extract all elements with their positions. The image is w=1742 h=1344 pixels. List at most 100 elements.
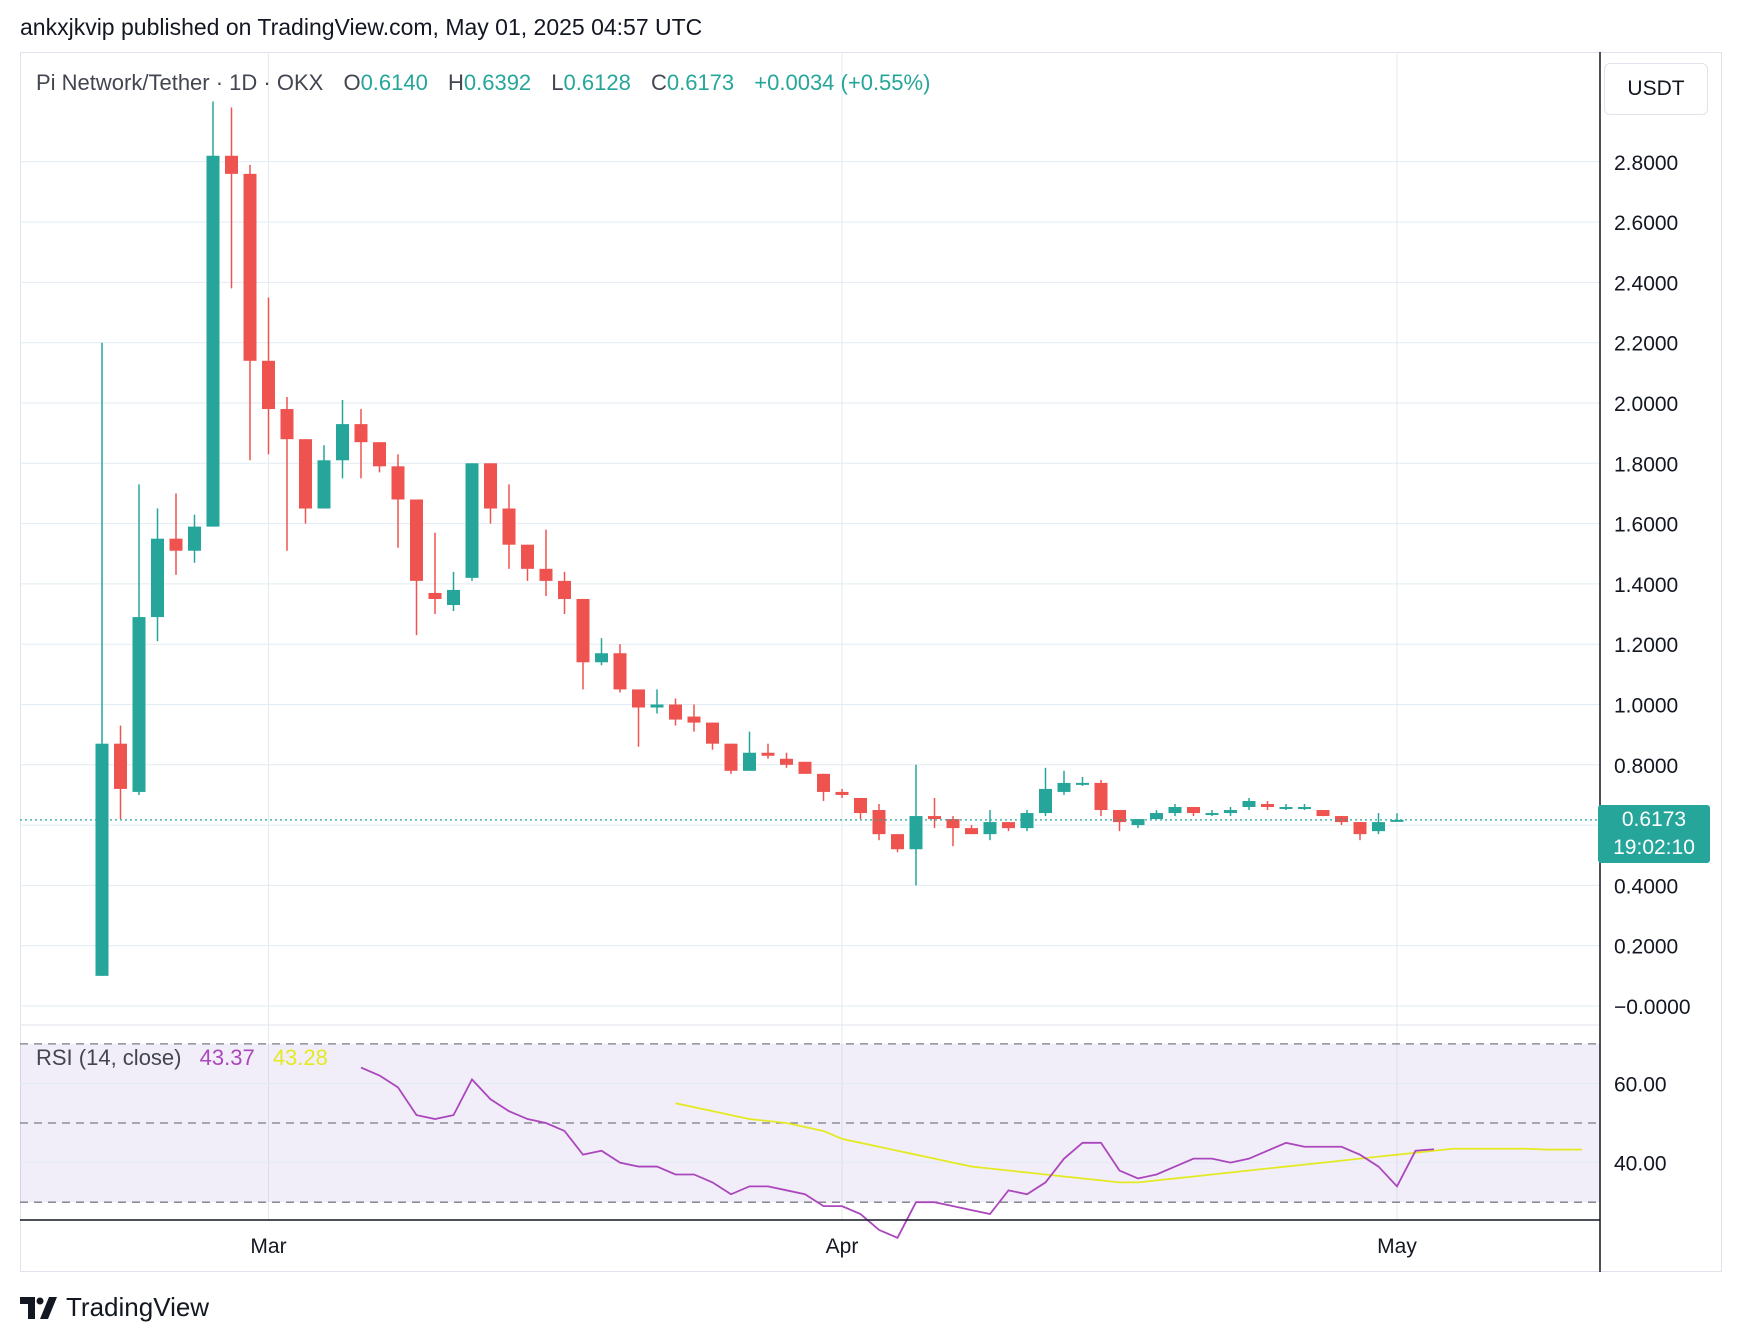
tradingview-logo-icon [20, 1296, 57, 1319]
candle-down [114, 743, 127, 789]
high-value: 0.6392 [463, 70, 532, 95]
last-price-badge: 0.6173 19:02:10 [1598, 805, 1710, 863]
candle-up [151, 538, 164, 618]
rsi-indicator-label[interactable]: RSI (14, close) [36, 1045, 182, 1070]
chart-frame [20, 52, 1722, 1272]
candle-up [1390, 819, 1404, 822]
tradingview-brand: TradingView [66, 1292, 210, 1322]
rsi-ma-line [675, 1102, 1583, 1184]
candle-down [780, 758, 793, 765]
rsi-legend: RSI (14, close) 43.37 43.28 [36, 1045, 328, 1071]
price-tick-label: 0.4000 [1614, 875, 1678, 898]
candle-up [188, 526, 201, 551]
candle-down [891, 834, 904, 850]
candle-down [854, 797, 867, 814]
candle-up [1242, 800, 1256, 808]
candle-up [95, 743, 109, 976]
candle-up [1076, 782, 1089, 785]
candle-up [1298, 807, 1311, 810]
open-value: 0.6140 [360, 70, 428, 95]
candle-up [447, 589, 460, 606]
candle-down [872, 810, 886, 835]
published-info: ankxjkvip published on TradingView.com, … [20, 14, 703, 40]
candle-up [1131, 819, 1145, 826]
time-axis-label: May [1377, 1235, 1417, 1258]
candle-down [1113, 810, 1126, 823]
candle-down [539, 568, 553, 581]
price-tick-label: −0.0000 [1614, 996, 1691, 1019]
candle-up [1279, 807, 1293, 810]
candle-up [132, 617, 146, 792]
candle-down [225, 155, 238, 174]
currency-button[interactable]: USDT [1604, 63, 1708, 115]
price-tick-label: 1.2000 [1614, 634, 1678, 657]
candle-down [965, 828, 978, 835]
rsi-ma-value: 43.28 [272, 1045, 328, 1070]
candle-up [336, 424, 349, 461]
candle-down [817, 773, 830, 792]
price-tick-label: 1.4000 [1614, 574, 1678, 597]
price-tick-label: 1.6000 [1614, 514, 1678, 537]
low-label: L [551, 70, 564, 95]
price-tick-label: 2.8000 [1614, 152, 1678, 175]
candle-down [484, 463, 497, 509]
candle-up [1150, 813, 1163, 820]
last-price-value: 0.6173 [1621, 808, 1687, 831]
candle-down [299, 439, 312, 509]
candle-down [1353, 822, 1367, 835]
candle-up [650, 704, 664, 708]
candle-down [1335, 816, 1348, 823]
candle-down [835, 791, 849, 795]
change-value: +0.0034 (+0.55%) [754, 70, 931, 95]
bar-countdown: 19:02:10 [1613, 836, 1695, 859]
candle-down [1187, 807, 1200, 814]
low-value: 0.6128 [563, 70, 631, 95]
candle-down [632, 689, 645, 708]
candle-down [502, 508, 516, 545]
candle-up [909, 816, 923, 850]
candle-up [1205, 813, 1219, 816]
symbol-legend: Pi Network/Tether · 1D · OKX O0.6140 H0.… [36, 70, 930, 96]
candle-down [613, 653, 627, 690]
footer-branding: TradingView [20, 1292, 209, 1323]
candle-down [669, 704, 682, 720]
rsi-line [360, 1066, 1435, 1239]
rsi-value: 43.37 [199, 1045, 255, 1070]
close-value: 0.6173 [666, 70, 735, 95]
candle-down [928, 816, 941, 820]
candle-down [1094, 782, 1108, 811]
candle-up [1020, 813, 1034, 829]
price-tick-label: 1.8000 [1614, 453, 1678, 476]
price-tick-label: 2.2000 [1614, 333, 1678, 356]
rsi-tick-label: 60.00 [1614, 1073, 1667, 1096]
candle-down [706, 722, 719, 744]
candle-up [1039, 788, 1052, 814]
candle-down [373, 442, 386, 467]
candle-down [391, 466, 405, 500]
candle-down [169, 538, 183, 551]
candle-up [743, 752, 756, 771]
candle-up [1372, 822, 1385, 832]
price-tick-label: 2.4000 [1614, 272, 1678, 295]
candle-down [724, 743, 738, 771]
candle-up [317, 460, 331, 509]
time-axis-label: Apr [826, 1235, 859, 1258]
candle-down [798, 761, 812, 774]
price-tick-label: 1.0000 [1614, 695, 1678, 718]
rsi-tick-label: 40.00 [1614, 1153, 1667, 1176]
candle-down [280, 409, 294, 440]
candle-up [465, 463, 479, 578]
candle-up [206, 155, 220, 527]
candle-down [1261, 803, 1274, 808]
candle-down [687, 716, 701, 723]
candle-down [243, 173, 257, 361]
candle-up [1224, 810, 1237, 814]
open-label: O [343, 70, 361, 95]
candle-down [558, 580, 571, 599]
high-label: H [447, 70, 464, 95]
candle-down [576, 598, 590, 663]
price-tick-label: 2.6000 [1614, 212, 1678, 235]
symbol-title[interactable]: Pi Network/Tether · 1D · OKX [36, 70, 324, 95]
candle-down [262, 360, 275, 410]
